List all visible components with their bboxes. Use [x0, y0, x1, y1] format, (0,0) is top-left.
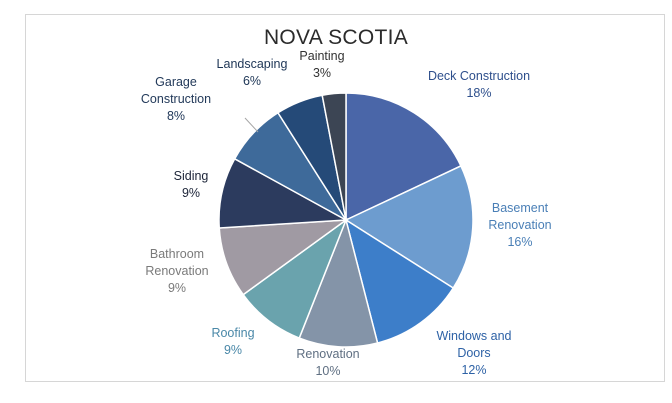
- data-label-garage-construction: Garage Construction 8%: [141, 75, 211, 123]
- data-label-landscaping: Landscaping 6%: [217, 57, 288, 88]
- data-label-deck-construction: Deck Construction 18%: [428, 69, 530, 100]
- leader-line-garage-construction: [244, 117, 259, 133]
- pie-slice-deck-construction: [345, 92, 462, 222]
- chart-title: NOVA SCOTIA: [263, 26, 409, 49]
- data-label-painting: Painting 3%: [299, 49, 344, 80]
- pie-slice-basement-renovation: [344, 164, 474, 290]
- pie-slice-windows-and-doors: [344, 218, 455, 344]
- pie-slice-renovation: [298, 217, 379, 348]
- data-label-basement-renovation: Basement Renovation 16%: [488, 201, 551, 249]
- pie-slice-painting: [321, 92, 347, 221]
- data-label-siding: Siding 9%: [174, 169, 209, 200]
- data-label-bathroom-renovation: Bathroom Renovation 9%: [145, 247, 208, 295]
- data-label-roofing: Roofing 9%: [211, 326, 254, 357]
- data-label-windows-and-doors: Windows and Doors 12%: [436, 329, 511, 377]
- data-label-renovation: Renovation 10%: [296, 347, 359, 378]
